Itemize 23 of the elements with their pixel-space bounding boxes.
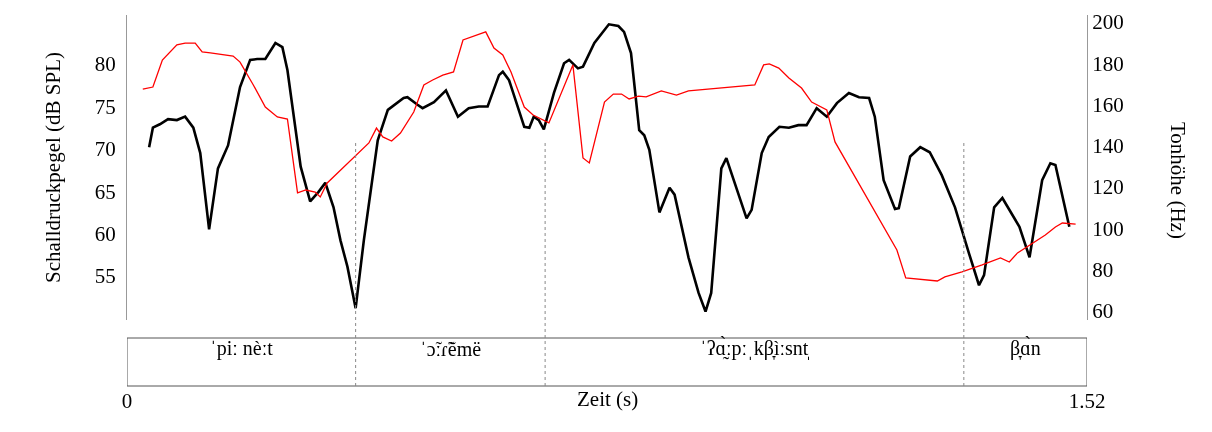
y2-tick-label: 160 [1092,92,1124,117]
y2-tick-label: 100 [1092,216,1124,241]
text: ˈʔɑ̰̀ːpːˌkβ̞ìːsnt̩ [700,336,810,360]
text: ˈpiː nèːt [210,337,274,360]
x-axis-title: Zeit (s) [577,387,639,411]
y2-tick-label: 200 [1092,10,1124,35]
x-tick-label: 1.52 [1068,389,1106,413]
text: β̞ɑ̀n [1010,336,1041,360]
x-tick-label: 0 [121,389,133,413]
text: ˈɔ̃ːɾ̃ẽmë [420,338,482,360]
y2-tick-label: 140 [1092,134,1124,159]
y-tick-label: 80 [94,52,116,77]
y2-tick-label: 60 [1092,299,1114,324]
y-tick-label: 70 [94,137,116,162]
y2-tick-label: 80 [1092,258,1114,282]
y-tick-label: 65 [94,179,116,204]
y2-tick-label: 180 [1092,51,1124,76]
y-tick-label: 60 [94,221,116,246]
y-tick-label: 55 [94,264,116,289]
y2-axis-title: Tonhöhe (Hz) [1166,122,1190,239]
y-tick-label: 75 [94,94,116,119]
y2-tick-label: 120 [1092,175,1124,200]
y-axis-title: Schalldruckpegel (dB SPL) [40,52,65,283]
